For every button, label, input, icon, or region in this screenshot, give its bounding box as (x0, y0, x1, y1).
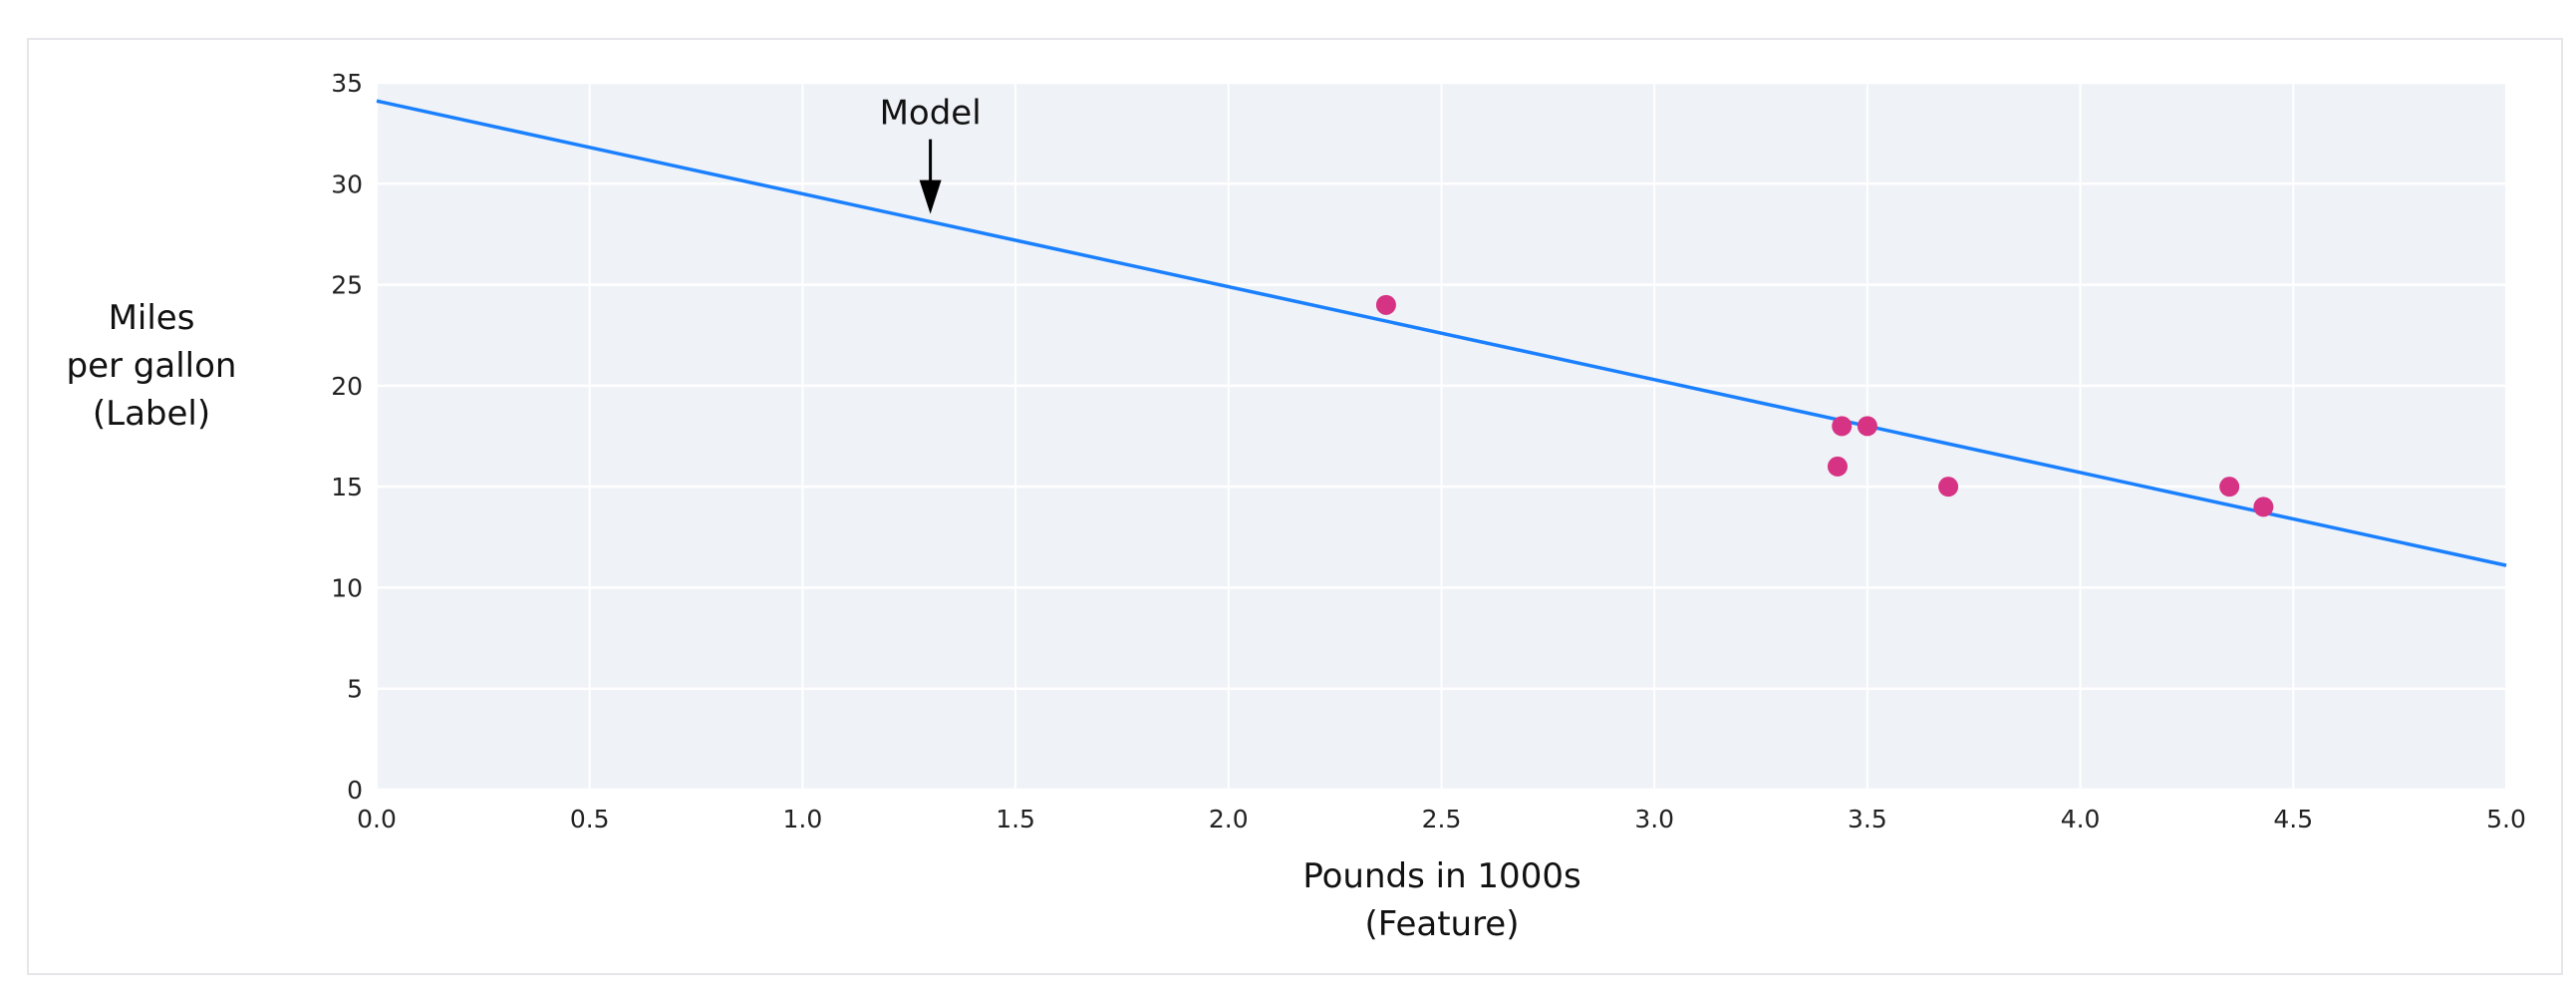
y-tick-label: 25 (331, 271, 363, 300)
data-point (1857, 416, 1877, 437)
y-tick-label: 5 (347, 675, 363, 704)
y-tick-label: 30 (331, 169, 363, 198)
data-point (2219, 477, 2240, 498)
x-tick-label: 2.5 (1422, 805, 1462, 833)
data-point (1827, 456, 1848, 477)
x-ticks: 0.0 0.5 1.0 1.5 2.0 2.5 3.0 3.5 4.0 4.5 5.0 (357, 805, 2526, 833)
y-tick-label: 15 (331, 473, 363, 501)
grid (376, 81, 2507, 792)
x-axis-label-line-1: Pounds in 1000s (1302, 856, 1580, 896)
x-tick-label: 0.0 (357, 805, 397, 833)
y-tick-label: 20 (331, 372, 363, 401)
data-point (2253, 497, 2274, 517)
x-tick-label: 2.0 (1209, 805, 1249, 833)
figure-frame (27, 38, 2563, 975)
y-tick-label: 10 (331, 573, 363, 602)
y-axis-label-line-2: per gallon (67, 346, 237, 386)
model-annotation-label: Model (880, 94, 982, 134)
y-tick-label: 35 (331, 69, 363, 98)
x-tick-label: 3.0 (1634, 805, 1674, 833)
y-axis-label-line-1: Miles (109, 298, 195, 338)
model-line (376, 99, 2507, 567)
y-ticks: 0 5 10 15 20 25 30 35 (331, 69, 363, 805)
y-tick-label: 0 (347, 776, 363, 805)
series (376, 99, 2507, 567)
x-tick-label: 1.5 (996, 805, 1035, 833)
y-axis-label-line-3: (Label) (93, 394, 210, 434)
arrow-head (919, 179, 942, 214)
data-point (1832, 416, 1853, 437)
x-tick-label: 1.0 (783, 805, 823, 833)
data-point (1938, 477, 1959, 498)
x-tick-label: 0.5 (570, 805, 610, 833)
x-tick-label: 3.5 (1848, 805, 1887, 833)
x-tick-label: 4.5 (2273, 805, 2313, 833)
x-tick-label: 4.0 (2061, 805, 2101, 833)
x-tick-label: 5.0 (2486, 805, 2526, 833)
model-annotation-arrow (919, 139, 942, 214)
data-point (1375, 294, 1396, 315)
x-axis-label-line-2: (Feature) (1364, 904, 1519, 944)
